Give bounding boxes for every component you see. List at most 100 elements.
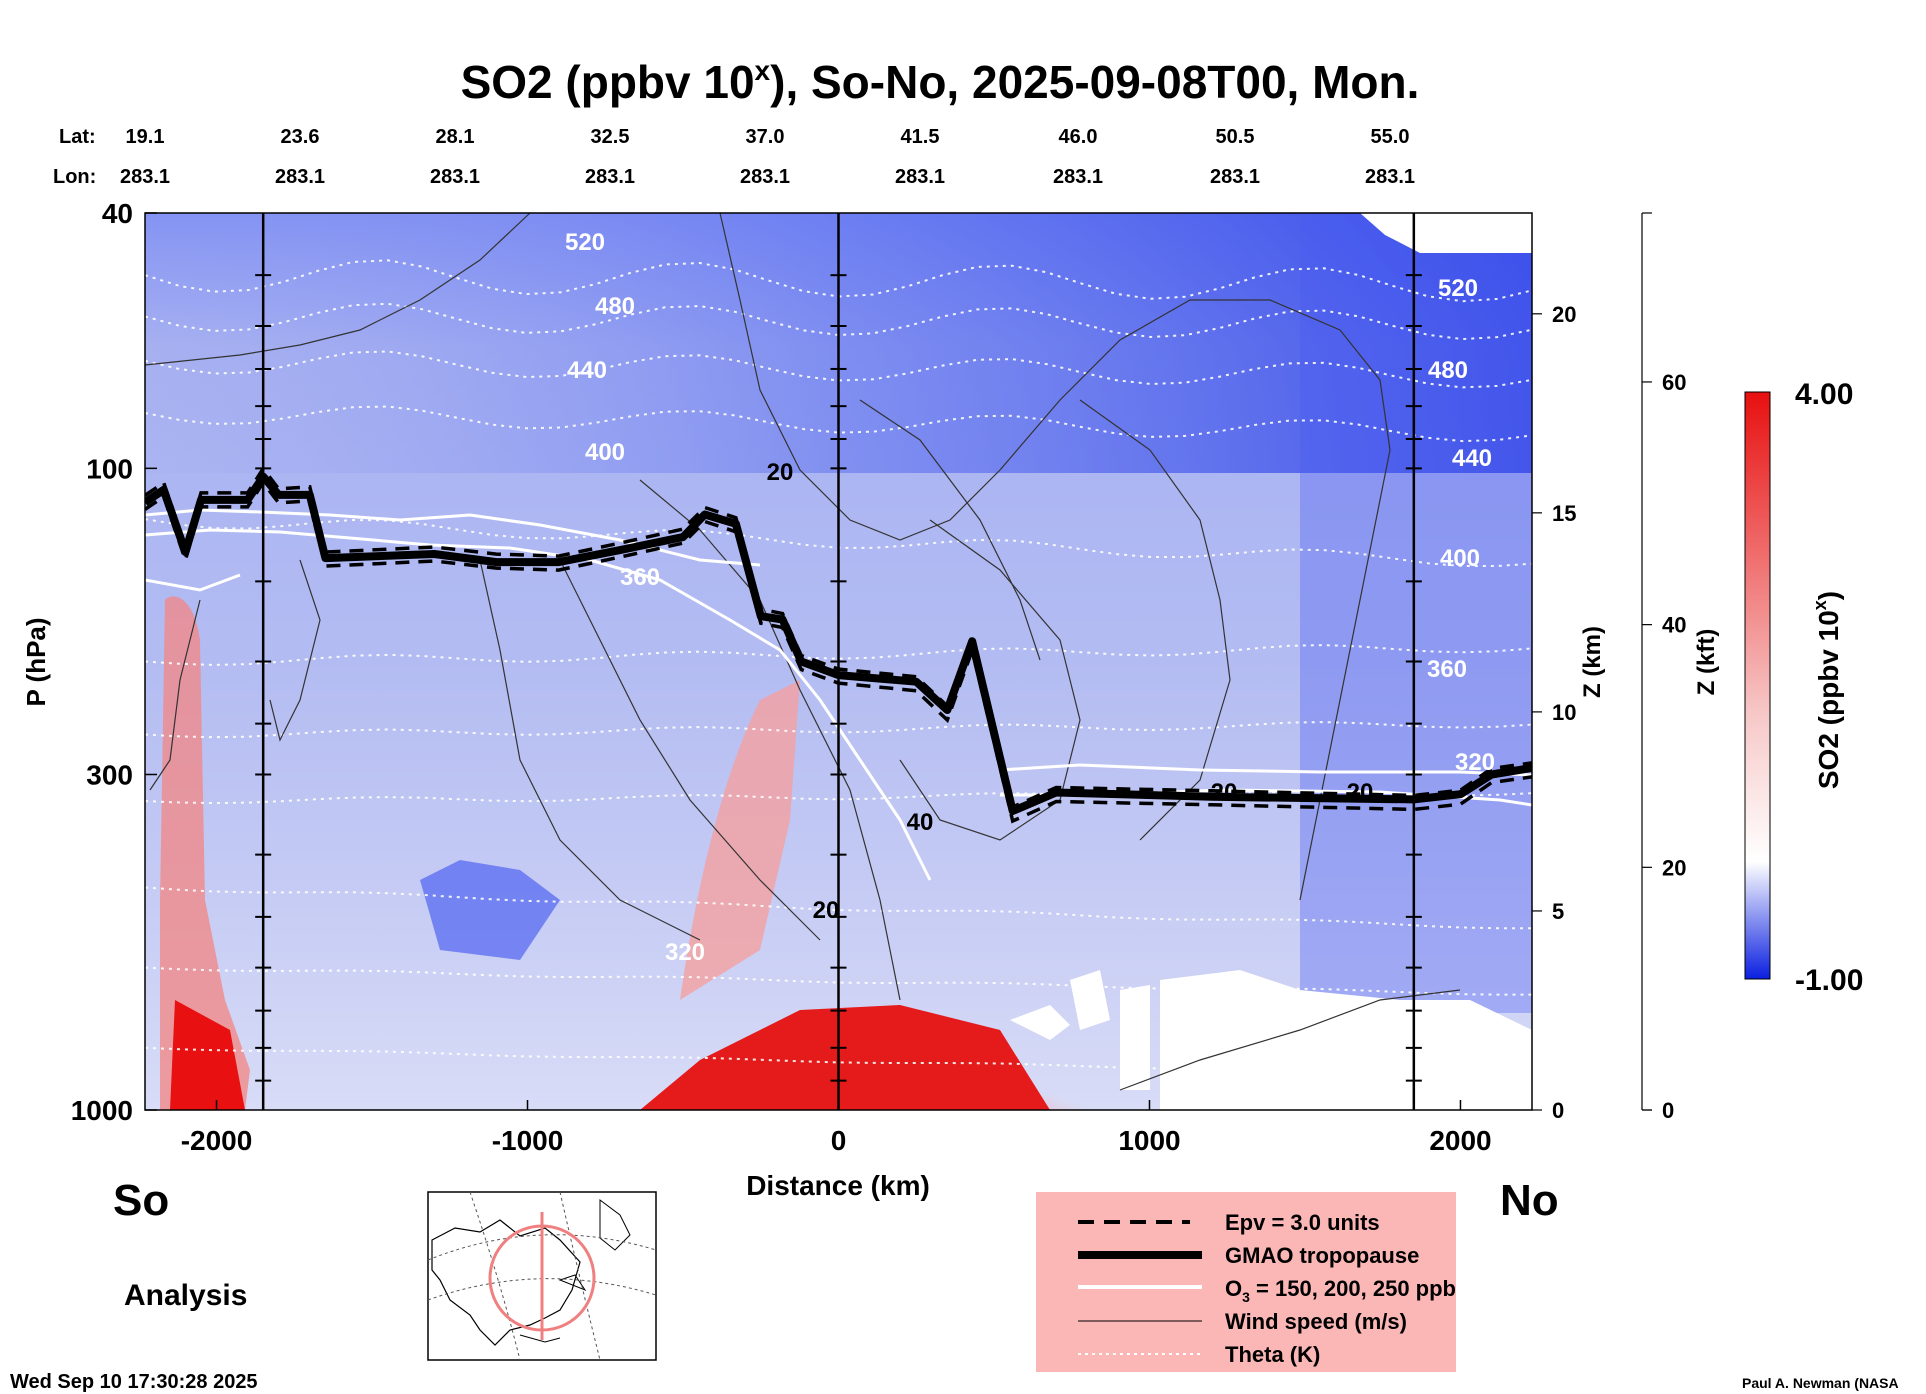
red-plume-south	[160, 596, 250, 1110]
z-km-axis: 0 5 10 15 20	[1531, 213, 1576, 1123]
lon-value: 283.1	[120, 166, 170, 188]
red-rising-plume	[680, 680, 800, 1000]
south-label: So	[113, 1176, 169, 1225]
wind-contour	[1119, 989, 1461, 1091]
legend-wind-label: Wind speed (m/s)	[1225, 1309, 1407, 1334]
lat-value: 55.0	[1371, 126, 1410, 148]
z-km-tick-label: 5	[1552, 899, 1564, 924]
ozone-contour	[145, 508, 761, 567]
lat-value: 23.6	[281, 126, 320, 148]
lon-value: 283.1	[1365, 166, 1415, 188]
y-tick-label: 100	[86, 453, 133, 484]
legend: Epv = 3.0 units GMAO tropopause O3 = 150…	[1078, 1210, 1456, 1367]
z-kft-axis: 0 20 40 60	[1641, 212, 1686, 1123]
legend-o3-label: O3 = 150, 200, 250 ppb	[1225, 1276, 1456, 1305]
wind-contour	[269, 559, 321, 742]
z-kft-tick-label: 0	[1662, 1098, 1674, 1123]
title-superscript: x	[755, 55, 771, 86]
lon-value: 283.1	[1210, 166, 1260, 188]
z-km-tick-label: 15	[1552, 501, 1576, 526]
theta-label: 440	[567, 357, 607, 384]
x-tick-label: 2000	[1429, 1125, 1491, 1156]
z-kft-tick-label: 20	[1662, 855, 1686, 880]
colorbar-max: 4.00	[1795, 378, 1853, 411]
chart-title: SO2 (ppbv 10x), So-No, 2025-09-08T00, Mo…	[461, 55, 1420, 108]
timestamp: Wed Sep 10 17:30:28 2025	[10, 1371, 258, 1393]
tropopause-lines	[145, 465, 1532, 824]
title-main: SO2 (ppbv 10	[461, 56, 755, 108]
theta-label-right: 320	[1455, 749, 1495, 776]
wind-contour	[899, 519, 1081, 841]
theta-contour	[145, 350, 1532, 389]
z-km-tick-label: 20	[1552, 302, 1576, 327]
theta-label-right: 440	[1452, 445, 1492, 472]
theta-contour	[145, 259, 1532, 303]
wind-speed-contours	[145, 213, 1461, 1091]
ozone-contour	[145, 573, 241, 592]
lon-label: Lon:	[53, 166, 96, 188]
lon-value: 283.1	[430, 166, 480, 188]
theta-contour	[145, 405, 1532, 443]
map-coastline	[431, 1219, 581, 1346]
theta-label: 360	[620, 564, 660, 591]
x-tick-label: -2000	[181, 1125, 253, 1156]
x-axis-label: Distance (km)	[746, 1170, 930, 1201]
colorbar	[1744, 391, 1771, 980]
ozone-contour	[999, 763, 1532, 777]
y-axis: 40 100 300 1000	[71, 198, 157, 1126]
title-rest: ), So-No, 2025-09-08T00, Mon.	[770, 56, 1419, 108]
theta-label-right: 360	[1427, 656, 1467, 683]
analysis-label: Analysis	[124, 1279, 247, 1312]
wind-contour	[149, 599, 201, 791]
wind-contour	[859, 399, 1041, 661]
lat-value: 50.5	[1216, 126, 1255, 148]
wind-labels: 20 40 20 20 20	[767, 459, 1374, 924]
x-tick-label: -1000	[492, 1125, 564, 1156]
lon-value: 283.1	[585, 166, 635, 188]
z-km-tick-label: 10	[1552, 700, 1576, 725]
wind-contour	[1079, 399, 1231, 841]
map-coast-detail	[519, 1199, 631, 1343]
theta-label-right: 400	[1440, 545, 1480, 572]
lon-value: 283.1	[740, 166, 790, 188]
theta-labels: 320 360 400 440 480 520 520 480 440 400 360 320	[565, 229, 1495, 966]
lon-value: 283.1	[895, 166, 945, 188]
lat-value: 41.5	[901, 126, 940, 148]
wind-label: 20	[813, 897, 840, 924]
wind-label: 20	[1347, 779, 1374, 806]
x-tick-label: 1000	[1118, 1125, 1180, 1156]
z-kft-tick-label: 40	[1662, 613, 1686, 638]
lat-label: Lat:	[59, 126, 96, 148]
z-km-label: Z (km)	[1579, 626, 1606, 698]
theta-contour	[145, 302, 1532, 341]
wind-contour	[639, 479, 901, 1001]
wind-contour	[145, 213, 531, 366]
red-surface-core	[640, 1005, 1050, 1110]
wind-contour	[479, 559, 701, 941]
y-tick-label: 1000	[71, 1095, 133, 1126]
ozone-contour	[145, 528, 932, 881]
theta-label-right: 480	[1428, 357, 1468, 384]
lat-value: 19.1	[126, 126, 165, 148]
inset-map	[427, 1191, 657, 1361]
vertical-marker-lines	[255, 213, 1422, 1110]
lon-value: 283.1	[1053, 166, 1103, 188]
y-axis-label: P (hPa)	[21, 617, 51, 706]
red-plume-south-core	[170, 1000, 245, 1110]
x-axis: -2000 -1000 0 1000 2000	[181, 1100, 1492, 1156]
gmao-tropopause	[145, 472, 1532, 815]
z-kft-label: Z (kft)	[1693, 629, 1720, 696]
x-tick-label: 0	[831, 1125, 847, 1156]
blue-patch-center	[420, 860, 560, 960]
legend-tropopause-label: GMAO tropopause	[1225, 1243, 1419, 1268]
lat-value: 46.0	[1059, 126, 1098, 148]
lon-value: 283.1	[275, 166, 325, 188]
lat-value: 32.5	[591, 126, 630, 148]
white-surface-patches	[1010, 970, 1150, 1090]
lat-value: 37.0	[746, 126, 785, 148]
theta-label: 520	[565, 229, 605, 256]
lat-lon-header: Lat: Lon: 19.1 23.6 28.1 32.5 37.0 41.5 46.0 50…	[53, 126, 1415, 188]
lat-value: 28.1	[436, 126, 475, 148]
credit: Paul A. Newman (NASA	[1742, 1375, 1899, 1391]
plot-area: 320 360 400 440 480 520 520 480 440 400 360 320 20 4…	[145, 213, 1532, 1110]
